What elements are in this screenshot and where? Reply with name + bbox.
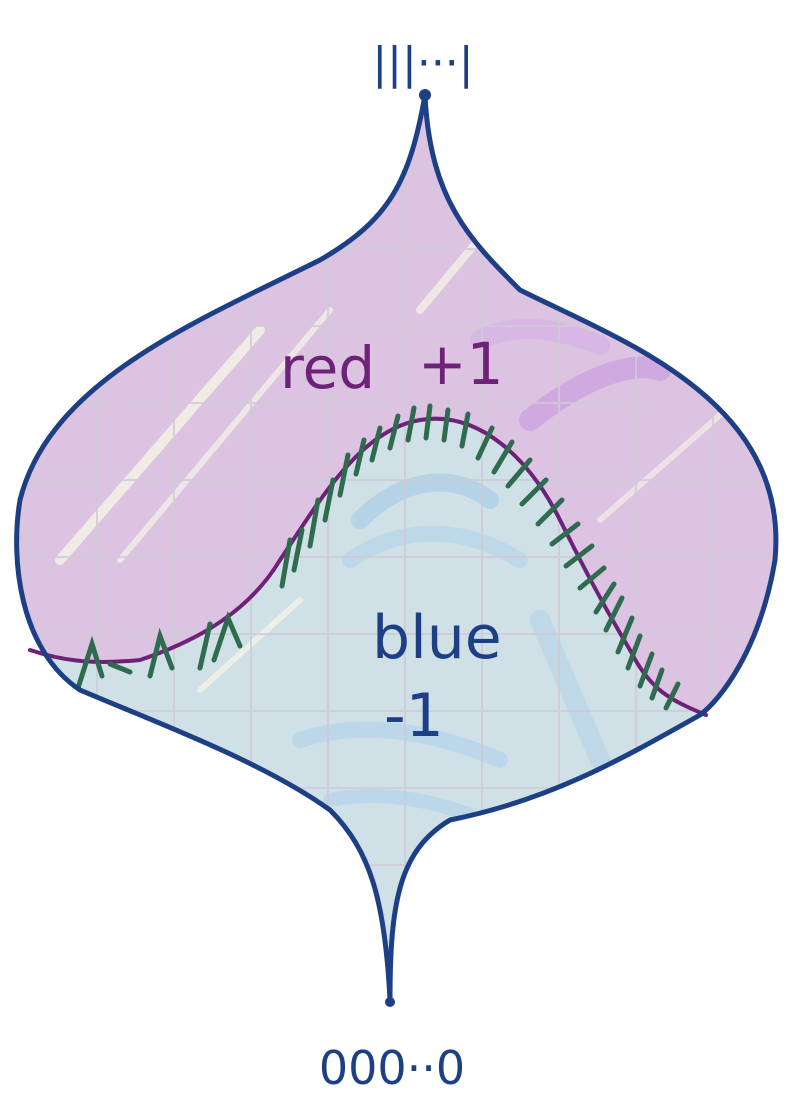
hatch-mark-19	[563, 543, 595, 569]
hatch-mark-27	[663, 681, 681, 711]
red-region-label: red	[280, 334, 375, 402]
hatch-mark-17	[535, 497, 565, 527]
hatch-mark-15	[505, 457, 533, 489]
bottom-vertex-dot	[385, 997, 395, 1007]
hatch-mark-14	[491, 439, 515, 475]
blue-scribble-4	[323, 789, 477, 822]
hatch-mark-23	[615, 615, 635, 655]
blue-scribble-2	[342, 525, 528, 568]
hatch-mark-20	[577, 565, 607, 591]
blue-value-label: -1	[384, 681, 444, 751]
bottom-vertex-label: 000··0	[319, 1041, 465, 1095]
hatch-zigzag-1	[75, 635, 105, 691]
red-scribble-1	[55, 325, 265, 565]
hatch-mark-6	[353, 437, 367, 477]
hatch-mark-22	[603, 595, 625, 633]
hatch-zigzag-5	[211, 610, 243, 663]
blue-scribble-1	[351, 473, 499, 529]
blue-scribble-3	[292, 721, 508, 768]
hatch-mark-18	[549, 521, 581, 547]
red-value-label: +1	[418, 330, 504, 398]
red-scribble-5	[519, 356, 671, 431]
blue-region-label: blue	[372, 603, 502, 673]
hatch-mark-3	[307, 497, 321, 549]
hatch-mark-26	[649, 667, 665, 701]
blue-scribble-5	[530, 610, 610, 770]
hatch-mark-8	[387, 413, 401, 451]
top-vertex-dot	[419, 89, 431, 101]
hatch-zigzag-4	[197, 621, 213, 671]
hatch-zigzag-2	[107, 661, 133, 675]
hatch-mark-1	[279, 537, 293, 589]
hatch-mark-12	[459, 411, 471, 449]
hatch-mark-13	[475, 425, 495, 461]
hatch-mark-7	[369, 425, 383, 463]
hatch-mark-4	[322, 477, 336, 523]
hatch-mark-10	[423, 403, 433, 441]
hatch-mark-5	[337, 452, 351, 498]
hatch-mark-2	[291, 527, 305, 573]
hatch-mark-9	[405, 405, 417, 443]
boundary-hatch-marks	[75, 403, 681, 711]
hatch-mark-21	[593, 581, 617, 615]
red-scribble-6	[470, 318, 610, 355]
red-scribble-2	[117, 307, 333, 563]
hatch-mark-24	[625, 633, 643, 671]
top-vertex-label: |||···|	[372, 38, 473, 89]
hatch-mark-16	[519, 477, 549, 507]
hatch-zigzag-3	[147, 627, 175, 679]
hatch-mark-11	[441, 407, 451, 443]
hatch-mark-25	[637, 651, 655, 689]
